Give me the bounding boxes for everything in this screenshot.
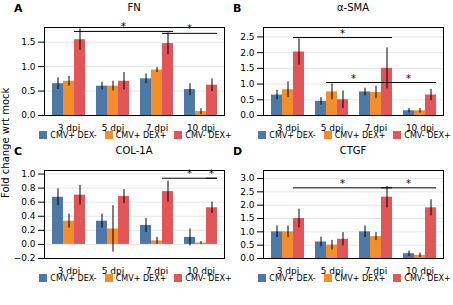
svg-text:7 dpi: 7 dpi	[364, 265, 388, 276]
html-text:CMV+ DEX-: CMV+ DEX-	[269, 130, 316, 140]
svg-text:*: *	[187, 168, 192, 179]
html-text:CMV- DEX+: CMV- DEX+	[185, 273, 232, 283]
svg-text:1.0: 1.0	[21, 169, 36, 179]
html-text:CMV- DEX+: CMV- DEX+	[404, 273, 451, 283]
svg-text:0.5: 0.5	[240, 95, 254, 105]
svg-text:7 dpi: 7 dpi	[145, 265, 169, 276]
html-text:CMV+ DEX+: CMV+ DEX+	[115, 130, 167, 140]
html-text:CMV+ DEX+: CMV+ DEX+	[334, 273, 386, 283]
html-text:CMV- DEX+: CMV- DEX+	[185, 130, 232, 140]
svg-text:10 dpi: 10 dpi	[186, 122, 216, 133]
svg-text:2.5: 2.5	[240, 187, 254, 197]
svg-text:2.5: 2.5	[240, 32, 254, 42]
html-text:A: A	[14, 2, 23, 15]
svg-text:3.0: 3.0	[240, 173, 255, 183]
html-text:CMV+ DEX+: CMV+ DEX+	[334, 130, 386, 140]
svg-text:3 dpi: 3 dpi	[57, 265, 81, 276]
svg-text:0.8: 0.8	[21, 183, 36, 193]
svg-text:2.0: 2.0	[240, 200, 255, 210]
svg-text:*: *	[340, 28, 345, 39]
svg-text:1.0: 1.0	[240, 79, 255, 89]
svg-text:*: *	[406, 73, 411, 84]
svg-text:0.0: 0.0	[240, 110, 255, 120]
svg-text:*: *	[406, 178, 411, 189]
svg-text:1.5: 1.5	[240, 213, 254, 223]
svg-text:3 dpi: 3 dpi	[276, 265, 300, 276]
html-text:D: D	[233, 145, 243, 158]
svg-text:*: *	[187, 23, 192, 34]
svg-text:−0.2: −0.2	[14, 253, 36, 263]
svg-text:*: *	[351, 73, 356, 84]
html-text:COL-1A: COL-1A	[115, 145, 153, 156]
svg-text:10 dpi: 10 dpi	[405, 122, 435, 133]
html-text:Fold change wrt mock: Fold change wrt mock	[0, 87, 11, 199]
svg-text:0.2: 0.2	[21, 225, 35, 235]
html-text:α-SMA: α-SMA	[337, 2, 369, 13]
svg-text:3 dpi: 3 dpi	[57, 122, 81, 133]
svg-text:*: *	[121, 21, 126, 32]
html-text:CMV- DEX+: CMV- DEX+	[404, 130, 451, 140]
svg-text:7 dpi: 7 dpi	[364, 122, 388, 133]
svg-text:5 dpi: 5 dpi	[101, 265, 125, 276]
html-text:CMV+ DEX-: CMV+ DEX-	[269, 273, 316, 283]
svg-text:10 dpi: 10 dpi	[405, 265, 435, 276]
html-text:CMV+ DEX-: CMV+ DEX-	[50, 273, 97, 283]
svg-text:0.0: 0.0	[240, 253, 255, 263]
svg-text:0.4: 0.4	[21, 211, 36, 221]
svg-text:1.0: 1.0	[240, 227, 255, 237]
svg-text:5 dpi: 5 dpi	[320, 265, 344, 276]
svg-text:0.0: 0.0	[21, 110, 36, 120]
svg-text:1.0: 1.0	[21, 61, 36, 71]
svg-text:*: *	[340, 178, 345, 189]
svg-text:1.5: 1.5	[21, 37, 35, 47]
svg-text:7 dpi: 7 dpi	[145, 122, 169, 133]
svg-text:0.5: 0.5	[240, 240, 254, 250]
svg-text:0.5: 0.5	[21, 86, 35, 96]
svg-text:0.6: 0.6	[21, 197, 36, 207]
html-text:FN: FN	[127, 2, 141, 13]
html-text:CMV+ DEX+: CMV+ DEX+	[115, 273, 167, 283]
svg-text:5 dpi: 5 dpi	[320, 122, 344, 133]
svg-text:3 dpi: 3 dpi	[276, 122, 300, 133]
svg-text:10 dpi: 10 dpi	[186, 265, 216, 276]
svg-text:2.0: 2.0	[240, 48, 255, 58]
html-text:CMV+ DEX-: CMV+ DEX-	[50, 130, 97, 140]
html-text:C: C	[14, 145, 23, 158]
svg-text:0.0: 0.0	[21, 239, 36, 249]
html-text:B: B	[233, 2, 242, 15]
svg-text:1.5: 1.5	[240, 63, 254, 73]
svg-text:5 dpi: 5 dpi	[101, 122, 125, 133]
html-text:CTGF: CTGF	[339, 145, 367, 156]
svg-text:*: *	[209, 168, 214, 179]
